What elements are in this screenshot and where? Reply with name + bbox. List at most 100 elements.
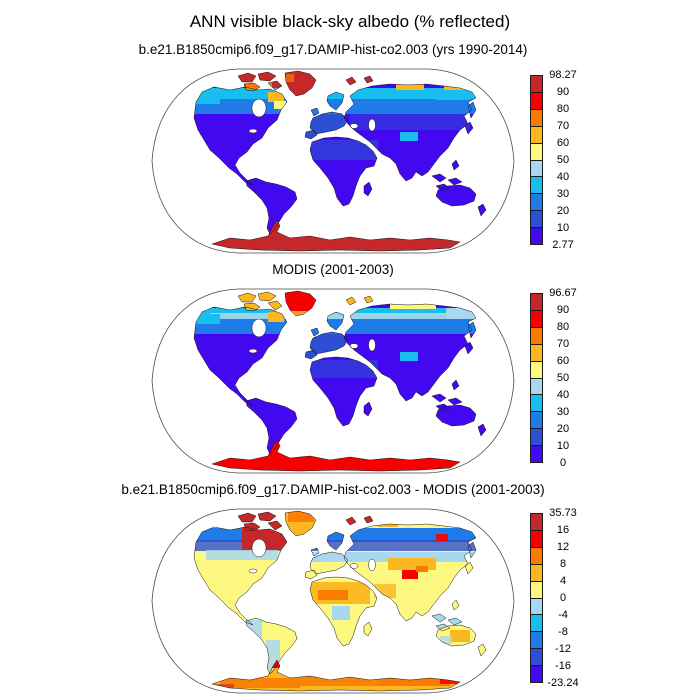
albedo-patch [308, 360, 378, 378]
albedo-patches-greenland [290, 311, 314, 316]
albedo-patch [206, 550, 278, 560]
colorbar-model [530, 75, 543, 246]
colorbar-segment [530, 649, 543, 667]
colorbar-label: 8 [559, 558, 567, 570]
colorbar-label: 10 [556, 440, 570, 452]
albedo-patch [318, 590, 348, 600]
panel1-subtitle: b.e21.B1850cmip6.f09_g17.DAMIP-hist-co2.… [138, 42, 528, 57]
colorbar-segment [530, 177, 543, 195]
albedo-patch [450, 630, 470, 642]
colorbar-segment [530, 412, 543, 430]
colorbar-segment [530, 564, 543, 582]
colorbar-label: 60 [556, 137, 570, 149]
albedo-patches-greenland [286, 74, 294, 82]
colorbar-label: 12 [556, 541, 570, 553]
map-model-albedo [151, 68, 515, 254]
figure-title: ANN visible black-sky albedo (% reflecte… [189, 12, 511, 31]
albedo-patch [446, 308, 476, 319]
albedo-patch [436, 90, 470, 100]
colorbar-label-min: 0 [559, 457, 567, 469]
colorbar-segment [530, 581, 543, 599]
colorbar-segment [530, 429, 543, 447]
albedo-patch [286, 74, 294, 82]
colorbar-segment [530, 446, 543, 464]
albedo-patch [268, 92, 284, 102]
colorbar-segment [530, 327, 543, 345]
albedo-patch [396, 83, 424, 90]
colorbar-segment [530, 92, 543, 110]
colorbar-segment [530, 211, 543, 229]
colorbar-label: 0 [559, 592, 567, 604]
colorbar-segment [530, 344, 543, 362]
colorbar-label: 90 [556, 86, 570, 98]
panel3-subtitle: b.e21.B1850cmip6.f09_g17.DAMIP-hist-co2.… [121, 482, 545, 497]
albedo-patch [270, 660, 280, 668]
colorbar-label: 20 [556, 423, 570, 435]
albedo-patch [268, 312, 284, 322]
map-difference [151, 508, 515, 694]
colorbar-segment [530, 615, 543, 633]
colorbar-label-max: 35.73 [549, 507, 577, 519]
albedo-patch [390, 301, 436, 309]
albedo-patches-greenland [288, 511, 314, 522]
colorbar-label: 16 [556, 524, 570, 536]
albedo-patch [194, 94, 220, 104]
albedo-patch [388, 558, 436, 570]
colorbar-label-max: 98.27 [549, 69, 577, 81]
albedo-patch [308, 140, 378, 160]
colorbar-segment [530, 598, 543, 616]
colorbar-label-min: 2.77 [552, 239, 574, 251]
colorbar-label: 60 [556, 355, 570, 367]
colorbar-label: 20 [556, 205, 570, 217]
albedo-patch [288, 511, 314, 522]
panel2-subtitle: MODIS (2001-2003) [272, 262, 394, 277]
colorbar-label: -4 [558, 609, 568, 621]
map-modis-albedo [151, 288, 515, 474]
albedo-patch [220, 678, 300, 688]
colorbar-segment [530, 395, 543, 413]
colorbar-label: -8 [558, 626, 568, 638]
colorbar-segment [530, 109, 543, 127]
albedo-patch [416, 566, 428, 572]
colorbar-label: 50 [556, 154, 570, 166]
colorbar-segment [530, 160, 543, 178]
colorbar-label: 80 [556, 103, 570, 115]
albedo-patch [194, 314, 220, 324]
colorbar-segment [530, 378, 543, 396]
albedo-patch [310, 552, 354, 562]
albedo-patch [400, 352, 418, 361]
colorbar-label: 80 [556, 321, 570, 333]
albedo-patch [436, 534, 448, 541]
colorbar-segment [530, 530, 543, 548]
colorbar-label: 30 [556, 188, 570, 200]
colorbar-segment [530, 513, 543, 531]
colorbar-segment [530, 194, 543, 212]
colorbar-label: 50 [556, 372, 570, 384]
colorbar-segment [530, 361, 543, 379]
albedo-patch [290, 311, 314, 316]
colorbar-segment [530, 547, 543, 565]
colorbar-label-max: 96.67 [549, 287, 577, 299]
colorbar-difference [530, 513, 543, 684]
colorbar-label: 40 [556, 171, 570, 183]
colorbar-segment [530, 228, 543, 246]
colorbar-segment [530, 666, 543, 684]
colorbar-segment [530, 310, 543, 328]
albedo-patch [300, 552, 486, 562]
colorbar-label-min: -23.24 [547, 677, 579, 689]
colorbar-label: 40 [556, 389, 570, 401]
colorbar-segment [530, 126, 543, 144]
colorbar-label: 70 [556, 338, 570, 350]
albedo-patch [380, 676, 450, 686]
albedo-patch [332, 606, 350, 620]
colorbar-label: -16 [555, 660, 571, 672]
colorbar-segment [530, 632, 543, 650]
albedo-patch [350, 114, 470, 130]
colorbar-segment [530, 75, 543, 93]
colorbar-label: 70 [556, 120, 570, 132]
albedo-patch [274, 101, 286, 109]
albedo-patch [440, 636, 452, 644]
colorbar-label: 30 [556, 406, 570, 418]
albedo-patch [400, 132, 418, 141]
